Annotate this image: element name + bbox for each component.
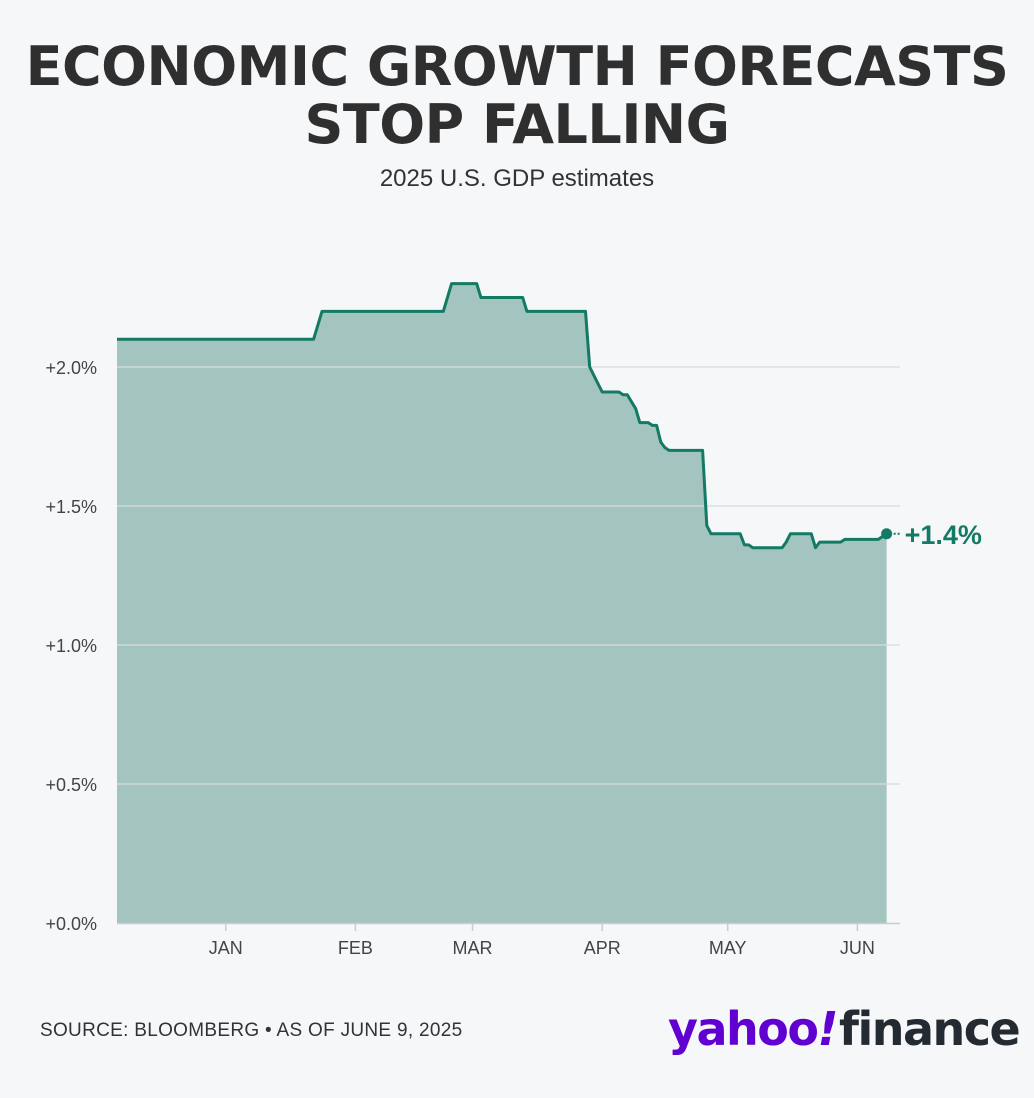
chart-title: ECONOMIC GROWTH FORECASTS STOP FALLING: [0, 38, 1034, 154]
chart-title-line-2: STOP FALLING: [304, 93, 730, 156]
yahoo-finance-logo: yahoo!finance: [668, 1002, 1021, 1056]
x-tick-label: MAY: [709, 938, 747, 958]
logo-exclamation: !: [817, 1002, 838, 1056]
y-tick-label: +1.5%: [45, 497, 97, 517]
x-tick-label: JUN: [840, 938, 875, 958]
x-tick-label: JAN: [209, 938, 243, 958]
x-tick-label: MAR: [453, 938, 493, 958]
x-tick-label: FEB: [338, 938, 373, 958]
chart-title-line-1: ECONOMIC GROWTH FORECASTS: [25, 35, 1009, 98]
y-tick-label: +1.0%: [45, 636, 97, 656]
chart-subtitle: 2025 U.S. GDP estimates: [379, 165, 655, 192]
x-tick-label: APR: [584, 938, 621, 958]
end-value-label: +1.4%: [905, 520, 982, 550]
gdp-area-chart: +1.4% +0.0% +0.5% +1.0% +1.5% +2.0% JAN FEB MAR A…: [45, 282, 982, 958]
y-tick-label: +0.5%: [45, 775, 97, 795]
end-point-marker: [881, 528, 893, 540]
logo-finance-text: finance: [838, 1002, 1021, 1056]
series-line: [117, 282, 888, 550]
y-tick-label: +0.0%: [45, 914, 97, 934]
source-note: SOURCE: BLOOMBERG • AS OF JUNE 9, 2025: [40, 1020, 463, 1041]
logo-yahoo-text: yahoo: [668, 1002, 819, 1056]
y-tick-label: +2.0%: [45, 358, 97, 378]
series-area: [117, 283, 887, 924]
